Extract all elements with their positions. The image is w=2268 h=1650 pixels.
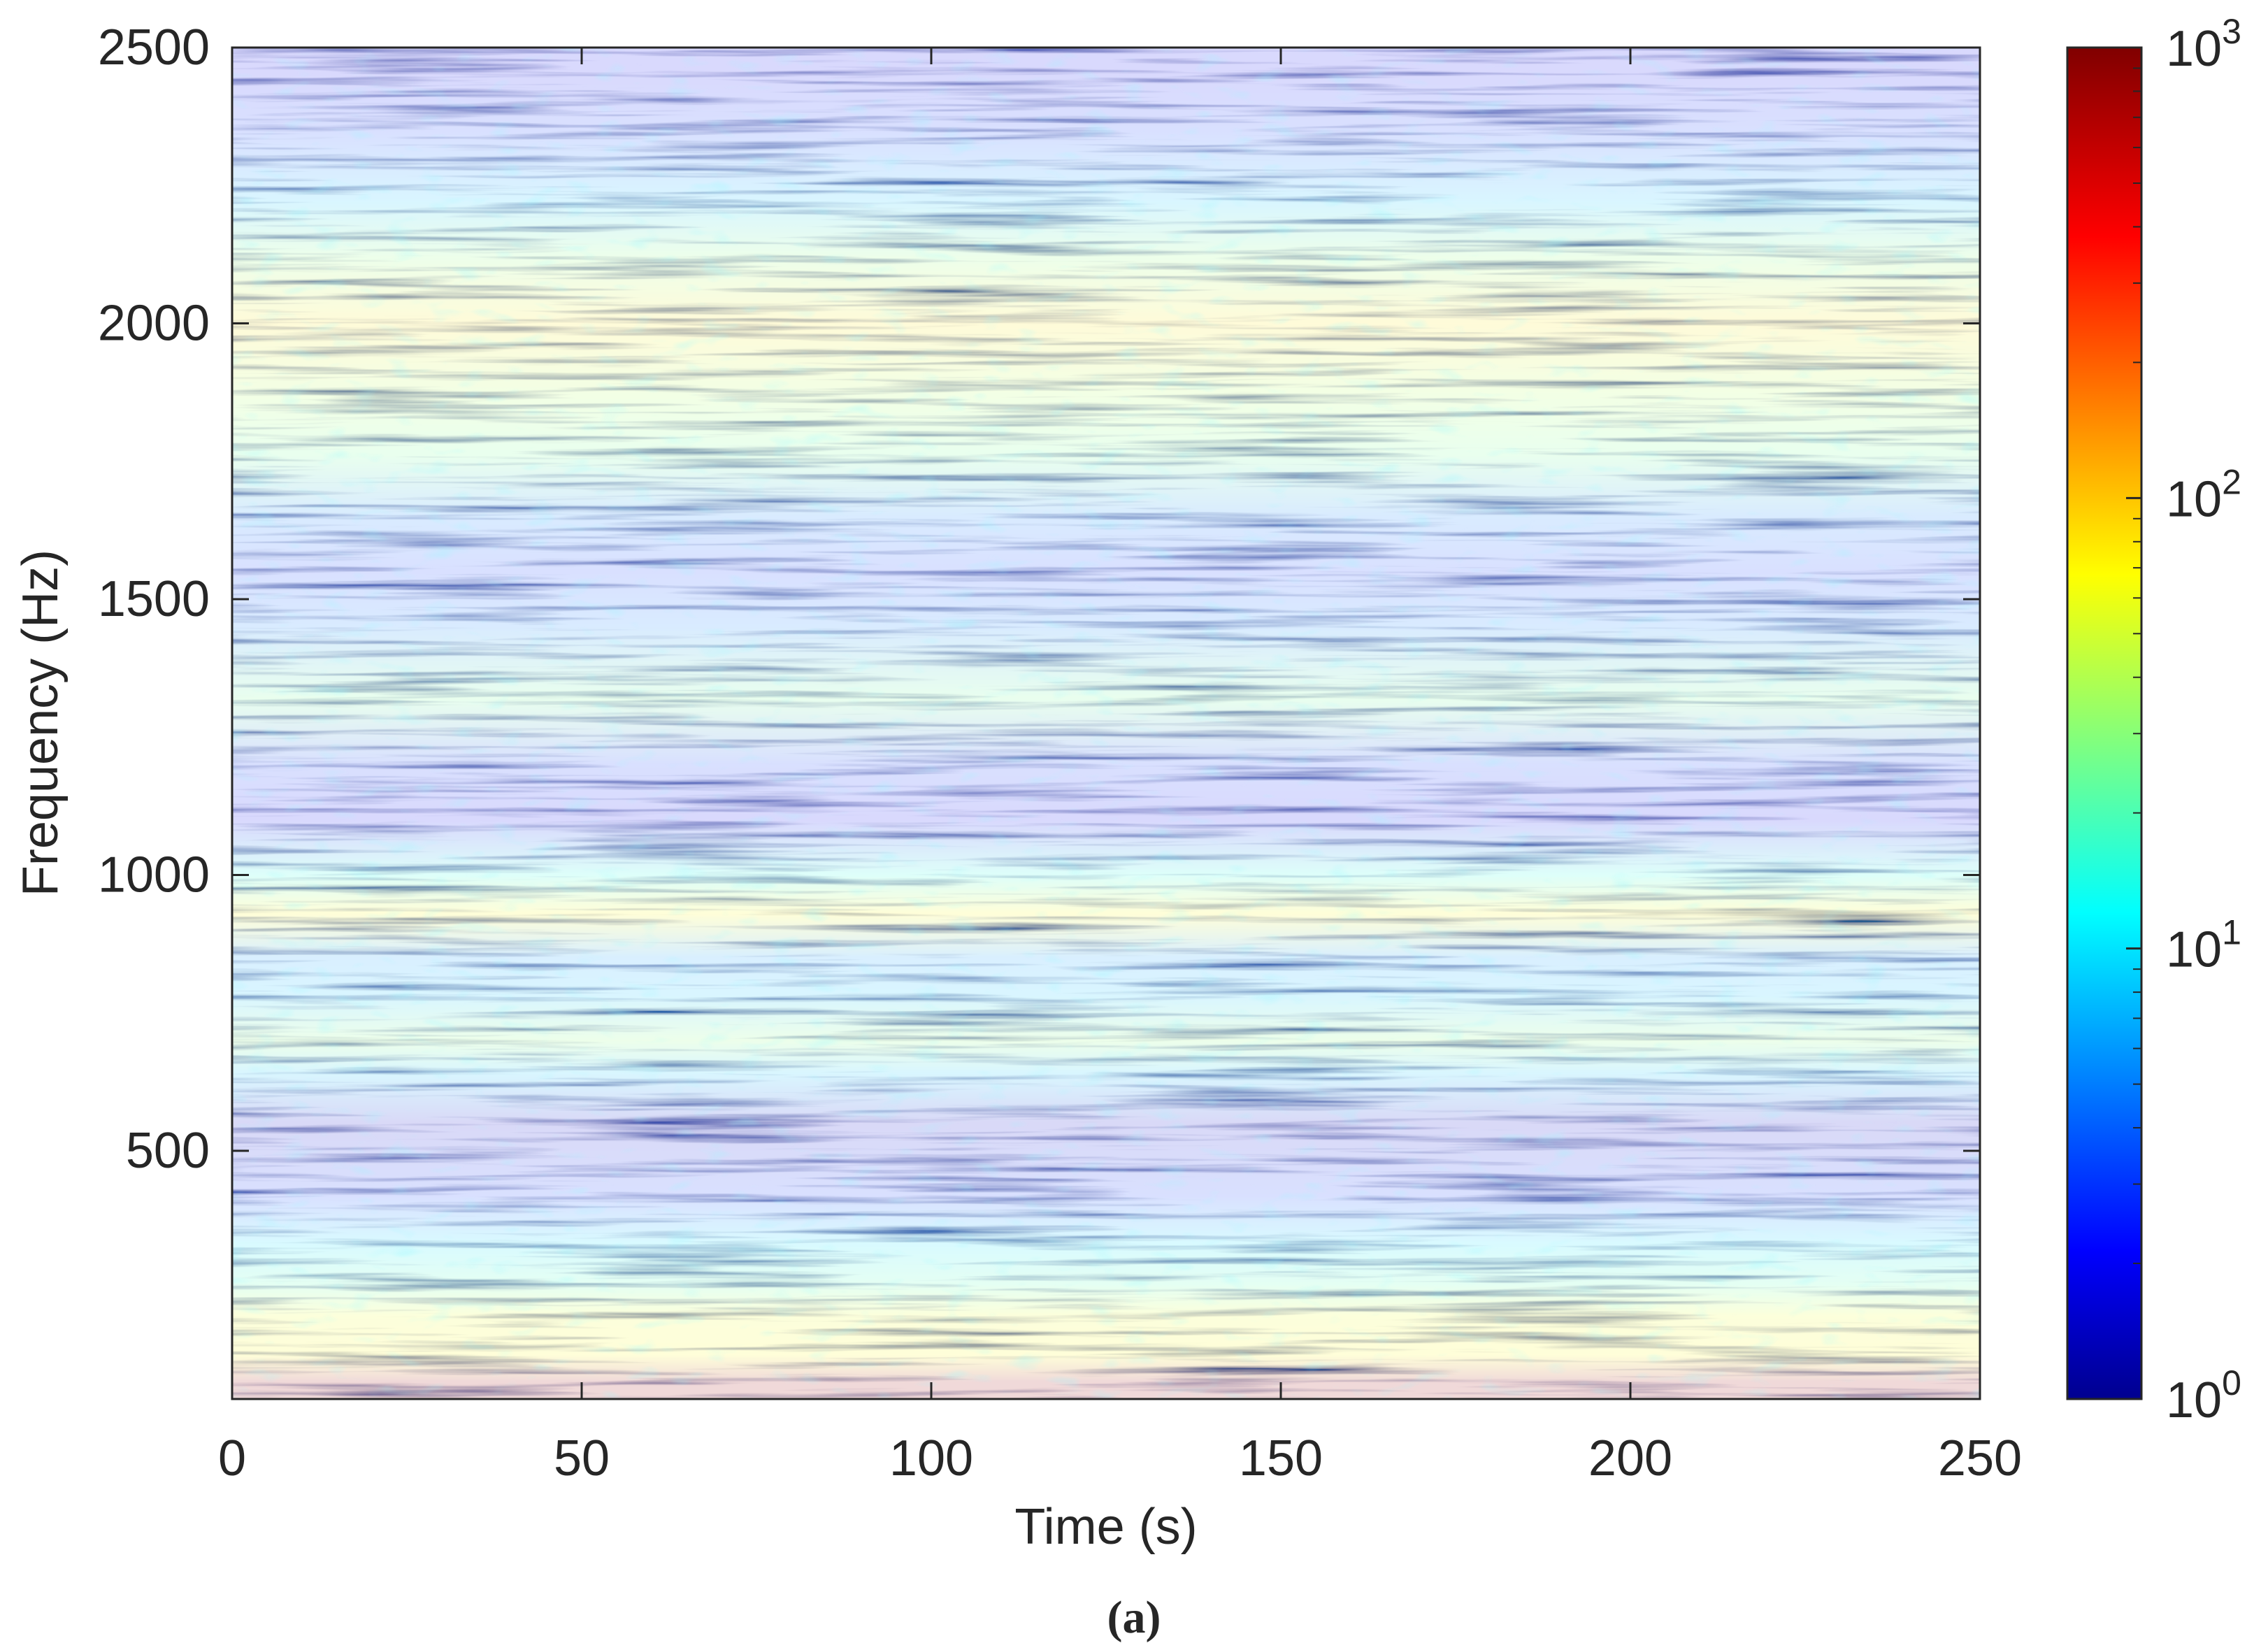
y-tick-label: 2000	[98, 295, 210, 351]
x-tick-label: 150	[1239, 1430, 1323, 1486]
x-tick-label: 250	[1938, 1430, 2022, 1486]
heatmap	[232, 48, 1980, 1399]
x-tick-label: 0	[218, 1430, 246, 1486]
figure-caption: (a)	[1107, 1592, 1161, 1643]
colorbar-tick-labels: 100 101 102 103	[2126, 12, 2241, 1428]
y-tick-label: 2500	[98, 20, 210, 76]
colorbar-tick-label: 101	[2166, 913, 2241, 978]
plot-frame	[231, 46, 1981, 1400]
x-tick-label: 100	[889, 1430, 973, 1486]
y-tick-label: 500	[126, 1123, 210, 1179]
y-tick-label: 1000	[98, 847, 210, 903]
x-tick-label: 50	[554, 1430, 610, 1486]
x-tick-label: 200	[1588, 1430, 1672, 1486]
colorbar-gradient	[2067, 48, 2141, 1399]
y-tick-label: 1500	[98, 571, 210, 627]
colorbar: 100 101 102 103	[2066, 12, 2241, 1428]
y-axis-ticks: 500 1000 1500 2000 2500	[98, 20, 1980, 1179]
y-axis-label: Frequency (Hz)	[13, 550, 69, 896]
x-axis-label: Time (s)	[1014, 1499, 1197, 1555]
texture-speckle	[232, 48, 1980, 1399]
colorbar-tick-label: 100	[2166, 1363, 2241, 1428]
colorbar-tick-label: 102	[2166, 462, 2241, 527]
colorbar-tick-label: 103	[2166, 12, 2241, 77]
colorbar-frame	[2066, 46, 2143, 1400]
x-axis-ticks: 0 50 100 150 200 250	[218, 48, 2022, 1486]
colorbar-minor-ticks	[2133, 67, 2141, 1265]
